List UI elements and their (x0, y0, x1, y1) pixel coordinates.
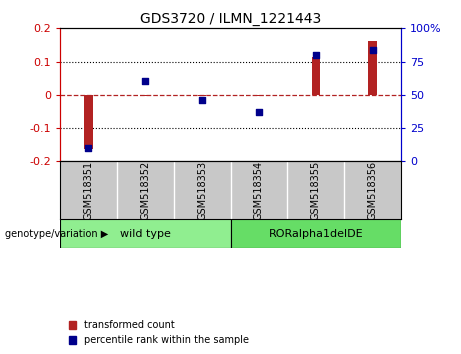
Point (142, 79, 149, 84)
Title: GDS3720 / ILMN_1221443: GDS3720 / ILMN_1221443 (140, 12, 321, 26)
Bar (368, 41, 377, 95)
Text: GSM518351: GSM518351 (83, 161, 94, 220)
Text: GSM518356: GSM518356 (367, 161, 378, 220)
Point (255, 109, 263, 115)
Text: RORalpha1delDE: RORalpha1delDE (268, 229, 363, 239)
Bar (60, 219, 230, 248)
Bar (230, 219, 401, 248)
Text: GSM518353: GSM518353 (197, 161, 207, 220)
Point (312, 52, 319, 58)
Text: GSM518355: GSM518355 (311, 161, 321, 220)
Point (85, 145, 92, 151)
Point (369, 47, 376, 52)
Text: wild type: wild type (120, 229, 171, 239)
Point (198, 97, 206, 103)
Text: GSM518352: GSM518352 (140, 161, 150, 220)
Bar (254, 95, 263, 96)
Legend: transformed count, percentile rank within the sample: transformed count, percentile rank withi… (65, 316, 253, 349)
Text: genotype/variation ▶: genotype/variation ▶ (5, 229, 108, 239)
Bar (84, 95, 93, 149)
Text: GSM518354: GSM518354 (254, 161, 264, 220)
Bar (312, 57, 320, 95)
Bar (141, 95, 149, 96)
Bar (198, 95, 207, 96)
